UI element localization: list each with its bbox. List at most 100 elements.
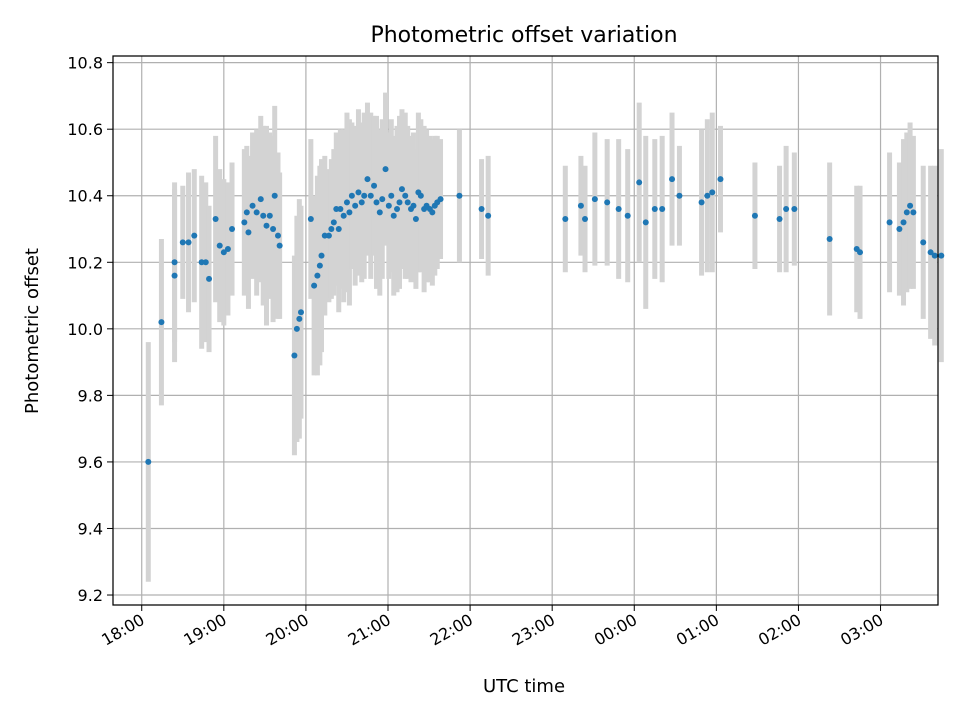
data-point — [249, 202, 256, 209]
data-point — [896, 226, 903, 233]
data-point — [404, 199, 411, 206]
data-point — [307, 216, 314, 223]
x-tick-label: 21:00 — [345, 610, 394, 650]
data-point — [791, 206, 798, 213]
data-point — [669, 176, 676, 183]
data-point — [185, 239, 192, 246]
data-point — [367, 192, 374, 199]
data-point — [318, 252, 325, 259]
data-point — [776, 216, 783, 223]
data-point — [642, 219, 649, 226]
data-points — [145, 166, 945, 465]
x-tick-label: 02:00 — [755, 610, 804, 650]
data-point — [291, 352, 298, 359]
data-point — [900, 219, 907, 226]
data-point — [385, 202, 392, 209]
data-point — [886, 219, 893, 226]
data-point — [220, 249, 227, 256]
data-point — [271, 192, 278, 199]
data-point — [212, 216, 219, 223]
data-point — [216, 242, 223, 249]
data-point — [371, 182, 378, 189]
y-tick-label: 10.6 — [67, 120, 103, 139]
x-axis-ticks: 18:00 19:00 20:00 21:00 22:00 23:00 00:00 01:00… — [98, 605, 887, 650]
data-point — [704, 192, 711, 199]
data-point — [296, 315, 303, 322]
data-point — [253, 209, 260, 216]
x-tick-label: 20:00 — [262, 610, 311, 650]
y-tick-label: 10.2 — [67, 253, 103, 272]
data-point — [270, 226, 277, 233]
data-point — [783, 206, 790, 213]
data-point — [206, 275, 213, 282]
data-point — [325, 232, 332, 239]
data-point — [158, 319, 165, 326]
data-point — [171, 272, 178, 279]
data-point — [624, 212, 631, 219]
data-point — [615, 206, 622, 213]
data-point — [676, 192, 683, 199]
data-point — [364, 176, 371, 183]
data-point — [429, 209, 436, 216]
data-point — [311, 282, 318, 289]
data-point — [931, 252, 938, 259]
data-point — [910, 209, 917, 216]
data-point — [938, 252, 945, 259]
data-point — [266, 212, 273, 219]
data-point — [396, 199, 403, 206]
y-tick-label: 9.8 — [78, 386, 103, 405]
data-point — [927, 249, 934, 256]
data-point — [202, 259, 209, 266]
data-point — [651, 206, 658, 213]
data-point — [376, 209, 383, 216]
data-point — [394, 206, 401, 213]
data-point — [709, 189, 716, 196]
data-point — [826, 236, 833, 242]
data-point — [410, 202, 417, 209]
y-tick-label: 10.0 — [67, 320, 103, 339]
data-point — [390, 212, 397, 219]
data-point — [379, 196, 386, 203]
data-point — [485, 212, 492, 219]
data-point — [388, 192, 395, 199]
data-point — [293, 325, 300, 332]
data-point — [412, 216, 419, 223]
data-point — [171, 259, 178, 266]
data-point — [191, 232, 198, 239]
grid-lines — [113, 56, 938, 605]
data-point — [224, 245, 231, 252]
data-point — [328, 226, 335, 233]
data-point — [340, 212, 347, 219]
data-point — [903, 209, 910, 216]
data-point — [358, 199, 365, 206]
data-point — [275, 232, 281, 239]
data-point — [198, 259, 205, 266]
plot-frame — [112, 55, 939, 606]
data-point — [373, 199, 380, 206]
data-point — [717, 176, 724, 183]
y-tick-label: 9.6 — [78, 453, 103, 472]
data-point — [297, 309, 304, 316]
data-point — [343, 199, 350, 206]
x-tick-label: 22:00 — [427, 610, 476, 650]
data-point — [478, 206, 485, 213]
data-point — [398, 186, 405, 193]
x-tick-label: 23:00 — [509, 610, 558, 650]
data-point — [577, 202, 584, 209]
data-point — [920, 239, 927, 246]
data-point — [857, 249, 864, 256]
data-point — [145, 458, 152, 465]
data-point — [582, 216, 589, 223]
data-point — [333, 206, 340, 213]
data-point — [751, 212, 758, 219]
data-point — [604, 199, 611, 206]
x-tick-label: 01:00 — [673, 610, 722, 650]
data-point — [241, 219, 248, 226]
data-point — [316, 262, 323, 269]
data-point — [402, 192, 409, 199]
data-point — [243, 209, 250, 216]
data-point — [260, 212, 267, 219]
y-tick-label: 9.2 — [78, 586, 103, 605]
y-axis-label: Photometric offset — [22, 248, 43, 414]
